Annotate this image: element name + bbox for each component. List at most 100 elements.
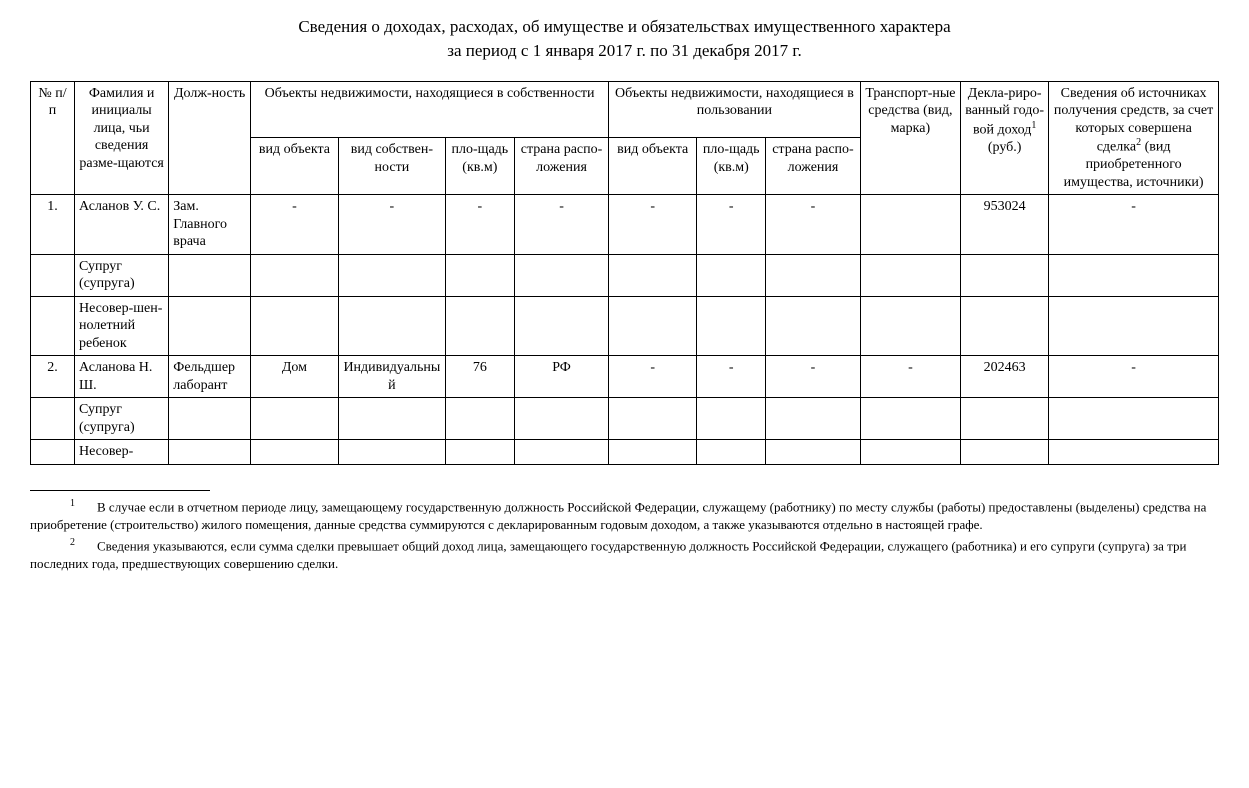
cell — [609, 296, 697, 356]
th-sources: Сведения об источниках получения средств… — [1049, 81, 1219, 195]
cell: РФ — [514, 356, 608, 398]
cell: - — [1049, 356, 1219, 398]
cell — [514, 440, 608, 465]
cell: - — [250, 195, 338, 255]
cell: Дом — [250, 356, 338, 398]
cell — [31, 296, 75, 356]
cell: 1. — [31, 195, 75, 255]
table-row: Несовер-шен-нолетний ребенок — [31, 296, 1219, 356]
cell — [697, 440, 766, 465]
cell: - — [514, 195, 608, 255]
cell: Супруг (супруга) — [74, 254, 168, 296]
th-own-kind: вид объекта — [250, 138, 338, 195]
cell: Супруг (супруга) — [74, 398, 168, 440]
cell: Индивидуальный — [338, 356, 445, 398]
cell — [860, 440, 961, 465]
th-own-area: пло-щадь (кв.м) — [445, 138, 514, 195]
th-position: Долж-ность — [169, 81, 251, 195]
document-title: Сведения о доходах, расходах, об имущест… — [30, 15, 1219, 63]
cell — [169, 398, 251, 440]
cell — [860, 398, 961, 440]
cell: 953024 — [961, 195, 1049, 255]
title-line-1: Сведения о доходах, расходах, об имущест… — [298, 17, 950, 36]
cell — [1049, 398, 1219, 440]
cell: Асланова Н. Ш. — [74, 356, 168, 398]
th-name: Фамилия и инициалы лица, чьи сведения ра… — [74, 81, 168, 195]
cell: - — [766, 356, 860, 398]
cell — [961, 440, 1049, 465]
cell: 76 — [445, 356, 514, 398]
cell — [250, 254, 338, 296]
cell — [1049, 440, 1219, 465]
cell: - — [697, 195, 766, 255]
cell — [250, 296, 338, 356]
cell: - — [609, 356, 697, 398]
footnote-2: 2Сведения указываются, если сумма сделки… — [30, 536, 1219, 572]
cell — [169, 296, 251, 356]
cell: Несовер- — [74, 440, 168, 465]
cell: 2. — [31, 356, 75, 398]
cell — [1049, 296, 1219, 356]
cell — [961, 296, 1049, 356]
th-own-country: страна распо-ложения — [514, 138, 608, 195]
th-group-used: Объекты недвижимости, находящиеся в поль… — [609, 81, 860, 138]
cell — [609, 398, 697, 440]
cell — [445, 254, 514, 296]
cell — [697, 398, 766, 440]
cell — [609, 440, 697, 465]
cell — [31, 398, 75, 440]
cell: 202463 — [961, 356, 1049, 398]
cell — [338, 440, 445, 465]
th-use-country: страна распо-ложения — [766, 138, 860, 195]
cell — [766, 254, 860, 296]
cell: - — [338, 195, 445, 255]
cell — [338, 296, 445, 356]
cell — [338, 398, 445, 440]
cell — [514, 398, 608, 440]
footnote-rule — [30, 490, 210, 491]
footnote-1: 1В случае если в отчетном периоде лицу, … — [30, 497, 1219, 533]
cell — [514, 296, 608, 356]
cell — [169, 440, 251, 465]
cell — [169, 254, 251, 296]
cell: - — [609, 195, 697, 255]
cell — [445, 440, 514, 465]
cell — [766, 398, 860, 440]
table-row: 1.Асланов У. С.Зам. Главного врача------… — [31, 195, 1219, 255]
cell: - — [697, 356, 766, 398]
cell — [1049, 254, 1219, 296]
cell: Несовер-шен-нолетний ребенок — [74, 296, 168, 356]
table-row: Супруг (супруга) — [31, 398, 1219, 440]
cell — [31, 440, 75, 465]
income-table: № п/п Фамилия и инициалы лица, чьи сведе… — [30, 81, 1219, 465]
th-use-area: пло-щадь (кв.м) — [697, 138, 766, 195]
cell — [338, 254, 445, 296]
th-transport: Транспорт-ные средства (вид, марка) — [860, 81, 961, 195]
cell: Зам. Главного врача — [169, 195, 251, 255]
cell: Асланов У. С. — [74, 195, 168, 255]
cell: - — [860, 356, 961, 398]
th-num: № п/п — [31, 81, 75, 195]
cell — [860, 195, 961, 255]
table-row: Супруг (супруга) — [31, 254, 1219, 296]
cell — [609, 254, 697, 296]
footnotes: 1В случае если в отчетном периоде лицу, … — [30, 490, 1219, 573]
table-row: Несовер- — [31, 440, 1219, 465]
cell — [250, 398, 338, 440]
cell — [445, 398, 514, 440]
cell — [250, 440, 338, 465]
cell: - — [1049, 195, 1219, 255]
cell — [31, 254, 75, 296]
cell — [961, 254, 1049, 296]
cell — [697, 296, 766, 356]
cell — [961, 398, 1049, 440]
cell — [766, 296, 860, 356]
th-group-owned: Объекты недвижимости, находящиеся в собс… — [250, 81, 608, 138]
cell — [766, 440, 860, 465]
cell — [697, 254, 766, 296]
cell — [445, 296, 514, 356]
cell: Фельдшер лаборант — [169, 356, 251, 398]
title-line-2: за период с 1 января 2017 г. по 31 декаб… — [447, 41, 801, 60]
th-income: Декла-риро-ванный годо-вой доход1 (руб.) — [961, 81, 1049, 195]
cell: - — [445, 195, 514, 255]
